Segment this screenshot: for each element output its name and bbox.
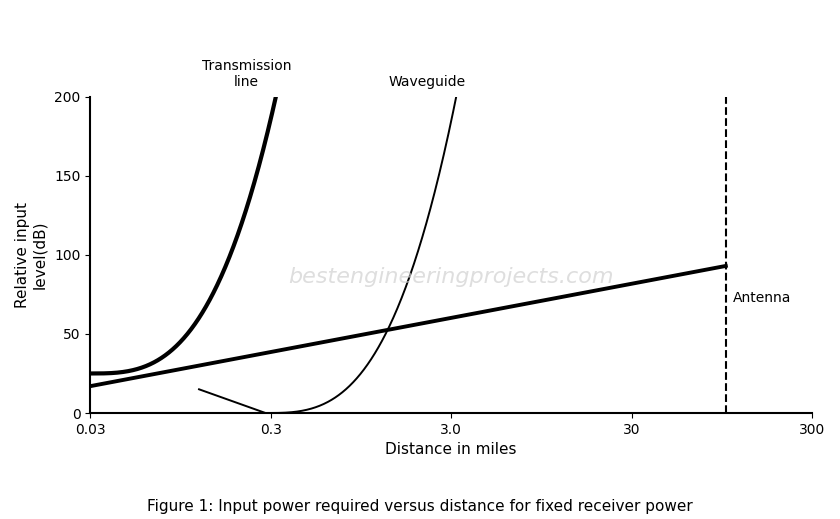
Y-axis label: Relative input
level(dB): Relative input level(dB) [15, 202, 47, 308]
Text: Waveguide: Waveguide [388, 75, 465, 89]
X-axis label: Distance in miles: Distance in miles [386, 442, 517, 457]
Text: Antenna: Antenna [733, 291, 791, 305]
Text: bestengineeringprojects.com: bestengineeringprojects.com [288, 267, 614, 287]
Text: Figure 1: Input power required versus distance for fixed receiver power: Figure 1: Input power required versus di… [147, 499, 693, 514]
Text: Transmission
line: Transmission line [202, 59, 291, 89]
